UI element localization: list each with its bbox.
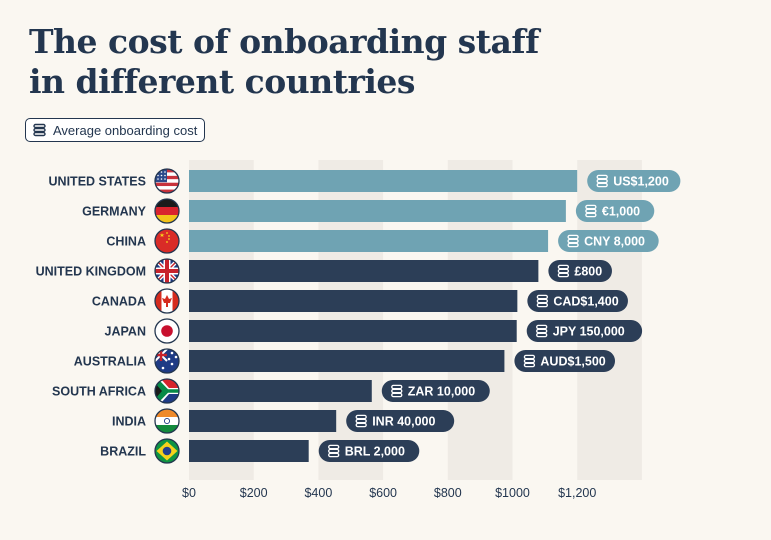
value-label: AUD$1,500 [540,355,605,369]
value-label: BRL 2,000 [345,445,405,459]
value-pill: US$1,200 [587,170,681,192]
value-pill-bg [587,170,681,192]
coins-icon [33,123,46,137]
value-label: £800 [574,265,602,279]
bar-row: INDIA INR 40,000 [112,408,455,434]
value-pill: BRL 2,000 [318,440,420,462]
bar-row: GERMANY €1,000 [82,198,655,224]
category-label: GERMANY [82,205,147,219]
bar [189,230,549,252]
bar [189,290,518,312]
bar [189,170,578,192]
value-pill: CAD$1,400 [527,290,628,312]
title-line-2: in different countries [29,62,415,101]
coins-icon [328,444,340,458]
za-flag [154,378,180,404]
value-pill: £800 [548,260,612,282]
x-axis: $0 $200 $400 $600 $800 $1000 $1,200 [182,486,596,500]
coins-icon [536,294,549,308]
in-flag [154,408,180,434]
value-pill: JPY 150,000 [526,320,643,342]
x-tick-label: $400 [304,486,332,500]
category-label: UNITED KINGDOM [36,265,146,279]
gb-flag [154,258,180,284]
x-tick-label: $1000 [495,486,530,500]
coins-icon [585,204,597,218]
bar [189,440,309,462]
bar-row: BRAZIL BRL 2,000 [100,438,420,464]
bar [189,350,505,372]
bar-row: JAPAN JPY 150,000 [105,318,643,344]
br-flag [154,438,180,464]
bar [189,260,539,282]
x-tick-label: $800 [434,486,462,500]
jp-flag [154,318,180,344]
value-pill: INR 40,000 [346,410,455,432]
bar-row: CANADA CAD$1,400 [92,288,628,314]
category-label: BRAZIL [100,445,146,459]
title-line-1: The cost of onboarding staff [29,22,539,61]
legend: Average onboarding cost [25,118,206,142]
value-label: CNY 8,000 [584,235,645,249]
bar [189,200,566,222]
value-label: CAD$1,400 [553,295,618,309]
chart-title: The cost of onboarding staff in differen… [29,22,589,102]
coins-icon [523,354,536,368]
value-pill: €1,000 [575,200,655,222]
value-label: US$1,200 [613,175,669,189]
bar [189,410,337,432]
value-pill-bg [346,410,455,432]
bar-row: UNITED KINGDOM £800 [36,258,612,284]
value-label: €1,000 [602,205,640,219]
bar-row: SOUTH AFRICA ZAR 10,000 [52,378,490,404]
us-flag [154,168,180,194]
value-pill: CNY 8,000 [558,230,659,252]
bar-row: CHINA CNY 8,000 [106,228,659,254]
value-pill-bg [526,320,643,342]
category-label: SOUTH AFRICA [52,385,146,399]
value-label: JPY 150,000 [553,325,625,339]
au-flag [154,348,180,374]
coins-icon [391,384,403,398]
value-pill-bg [318,440,420,462]
value-label: INR 40,000 [372,415,435,429]
bar [189,380,372,402]
bar-row: AUSTRALIA AUD$1,500 [74,348,616,374]
x-tick-label: $1,200 [558,486,596,500]
value-pill: ZAR 10,000 [381,380,490,402]
category-label: CHINA [106,235,146,249]
value-pill-bg [527,290,628,312]
x-tick-label: $0 [182,486,196,500]
coins-icon [536,324,548,338]
value-pill: AUD$1,500 [514,350,616,372]
category-label: AUSTRALIA [74,355,146,369]
x-tick-label: $200 [240,486,268,500]
de-flag [154,198,180,224]
bar-row: UNITED STATES US$1,200 [49,168,681,194]
legend-label: Average onboarding cost [53,122,198,138]
value-pill-bg [514,350,616,372]
category-label: CANADA [92,295,146,309]
category-label: UNITED STATES [49,175,146,189]
bar [189,320,517,342]
category-label: INDIA [112,415,146,429]
coins-icon [557,264,570,278]
coins-icon [567,234,579,248]
value-pill-bg [558,230,659,252]
cn-flag [154,228,180,254]
value-label: ZAR 10,000 [408,385,475,399]
coins-icon [355,414,367,428]
coins-icon [596,174,608,188]
x-tick-label: $600 [369,486,397,500]
ca-flag [154,288,180,314]
value-pill-bg [381,380,490,402]
category-label: JAPAN [105,325,146,339]
